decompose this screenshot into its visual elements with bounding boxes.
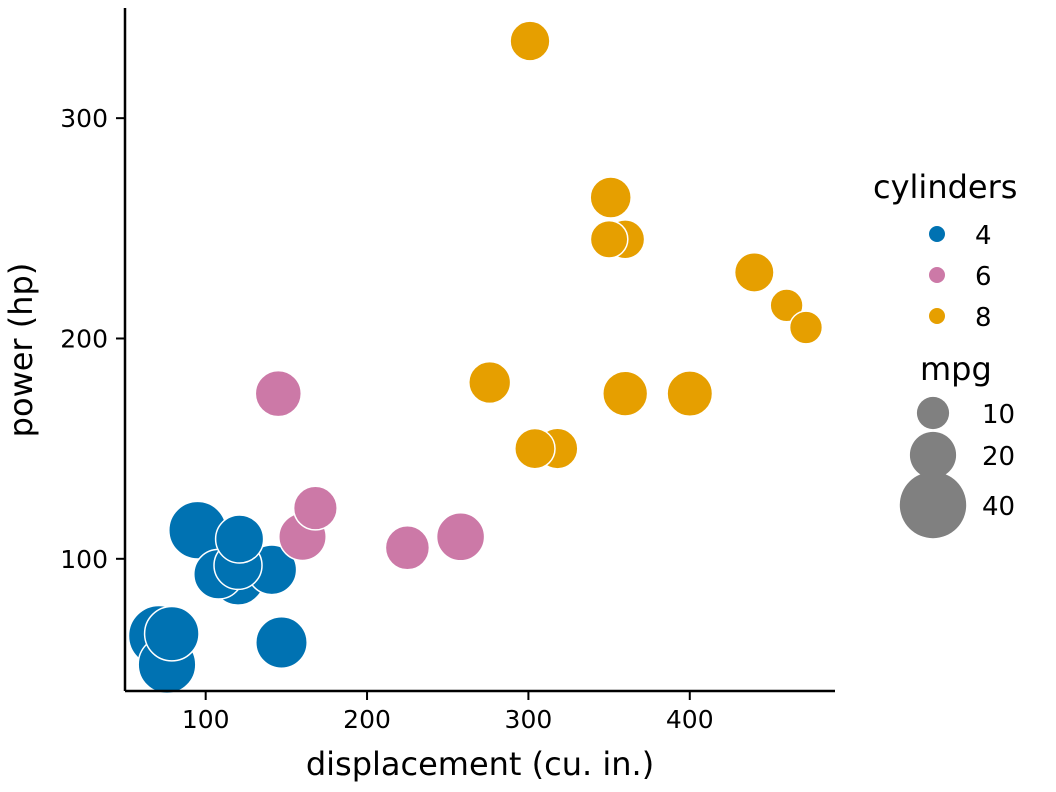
data-point [468, 360, 512, 405]
x-tick-label: 200 [343, 705, 391, 734]
legend-mpg-label: 20 [982, 442, 1015, 472]
data-point [666, 370, 714, 418]
legend-cylinders-key [929, 226, 945, 242]
data-point [788, 310, 824, 345]
x-tick-label: 400 [666, 705, 714, 734]
points-layer [127, 20, 824, 695]
data-point [214, 514, 265, 564]
legend-cylinders-key [929, 308, 945, 324]
data-point [514, 427, 556, 470]
data-point [602, 370, 649, 417]
x-tick-label: 300 [505, 705, 553, 734]
data-point [509, 20, 551, 62]
y-ticks: 100 200 300 [60, 104, 125, 574]
y-axis-title: power (hp) [2, 263, 40, 438]
data-point [384, 525, 431, 571]
legend-mpg-key [916, 396, 950, 430]
legend-cylinders-title: cylinders [873, 168, 1017, 206]
data-point [589, 219, 629, 259]
data-point [769, 288, 804, 323]
legend-mpg-label: 10 [982, 400, 1015, 430]
size-legend: 10 20 40 [899, 396, 1015, 539]
legend-cylinders-label: 4 [975, 221, 992, 251]
data-point [435, 512, 486, 562]
color-legend: 4 6 8 [929, 221, 992, 333]
legend-cylinders-label: 6 [975, 262, 992, 292]
legend-cylinders-label: 8 [975, 303, 992, 333]
y-tick-label: 300 [60, 104, 108, 133]
y-tick-label: 200 [60, 324, 108, 353]
legend-mpg-key [909, 431, 957, 479]
x-axis-title: displacement (cu. in.) [306, 745, 654, 783]
x-ticks: 100 200 300 400 [182, 691, 714, 734]
data-point [589, 176, 632, 219]
y-tick-label: 100 [60, 545, 108, 574]
legend-cylinders-key [929, 267, 945, 283]
data-point [254, 369, 303, 418]
legend-mpg-title: mpg [920, 350, 992, 388]
data-point [292, 485, 338, 531]
legend-mpg-label: 40 [982, 492, 1015, 522]
data-point [143, 605, 200, 662]
data-point [733, 251, 775, 293]
legend-mpg-key [899, 471, 967, 539]
x-tick-label: 100 [182, 705, 230, 734]
data-point [255, 616, 308, 669]
